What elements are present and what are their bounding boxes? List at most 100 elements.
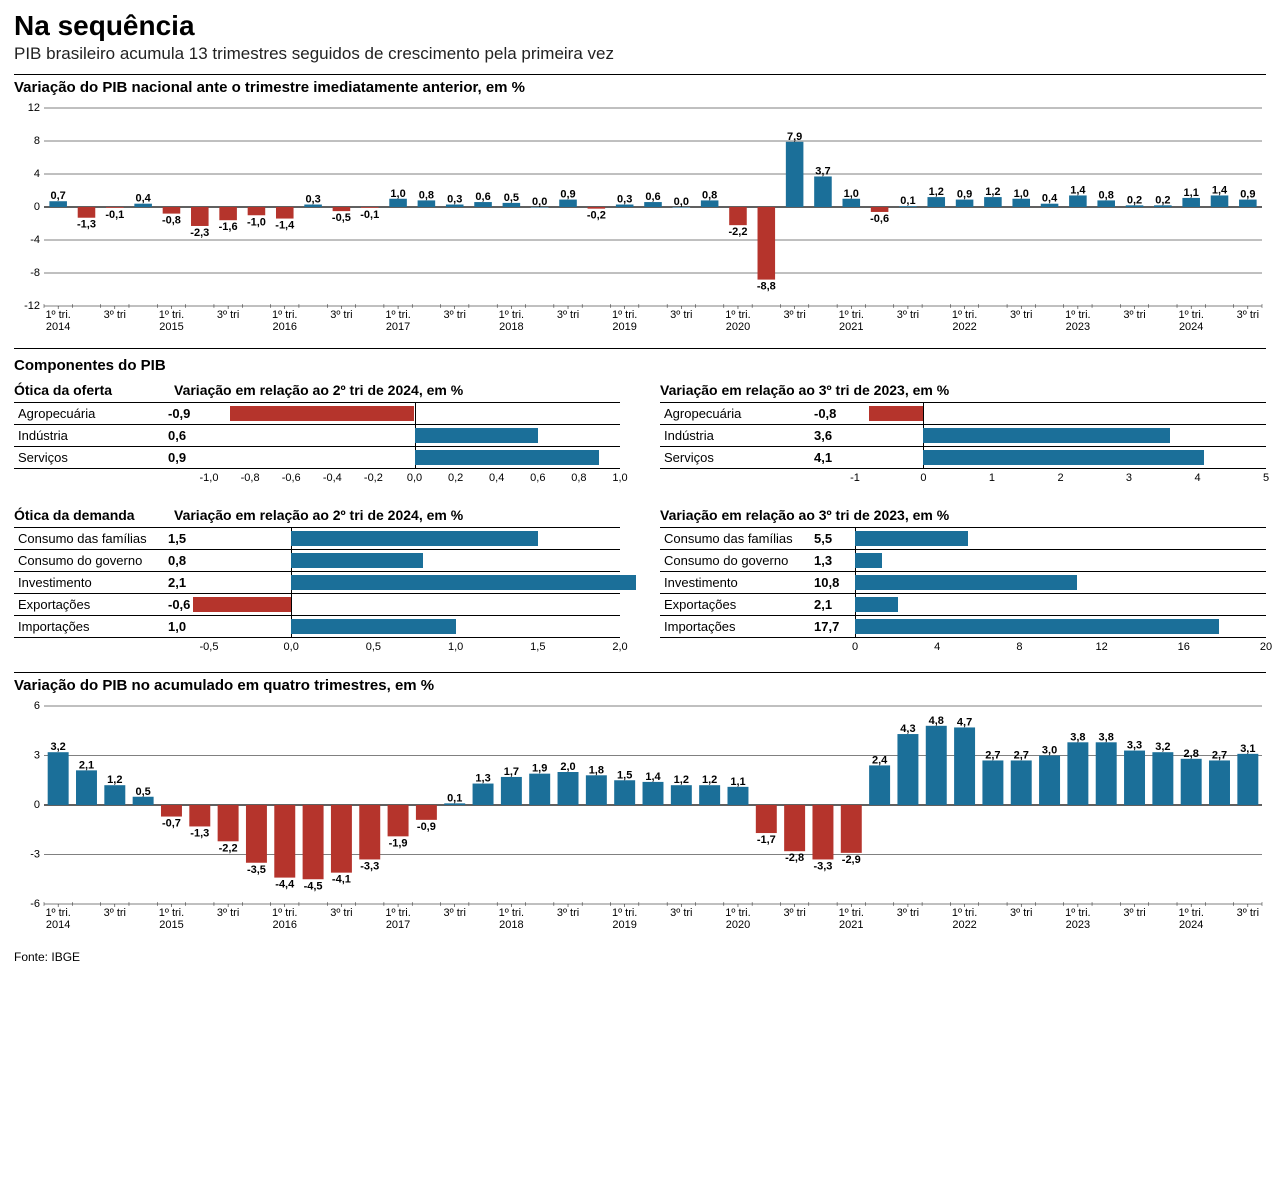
svg-text:2016: 2016 xyxy=(273,321,297,333)
hb-row-label: Exportações xyxy=(660,594,810,616)
supply-label: Ótica da oferta xyxy=(14,382,164,398)
svg-text:2022: 2022 xyxy=(952,919,976,931)
supply-qoq-title: Variação em relação ao 2º tri de 2024, e… xyxy=(174,382,620,398)
svg-text:1,4: 1,4 xyxy=(1070,184,1086,196)
svg-text:6: 6 xyxy=(34,700,40,712)
svg-text:1º tri.: 1º tri. xyxy=(1178,907,1203,919)
svg-text:3º tri: 3º tri xyxy=(1237,309,1259,321)
svg-text:1º tri.: 1º tri. xyxy=(612,309,637,321)
svg-text:1º tri.: 1º tri. xyxy=(839,907,864,919)
svg-text:2020: 2020 xyxy=(726,919,750,931)
svg-text:3,3: 3,3 xyxy=(1127,740,1142,752)
svg-text:3º tri: 3º tri xyxy=(1123,309,1145,321)
hb-row-label: Serviços xyxy=(14,447,164,469)
svg-text:-0,9: -0,9 xyxy=(417,821,436,833)
svg-text:0,0: 0,0 xyxy=(674,196,689,208)
svg-text:-0,8: -0,8 xyxy=(162,215,181,227)
svg-text:0,7: 0,7 xyxy=(51,190,66,202)
hb-row-label: Investimento xyxy=(14,572,164,594)
svg-text:3,0: 3,0 xyxy=(1042,745,1057,757)
supply-yoy-title: Variação em relação ao 3º tri de 2023, e… xyxy=(660,382,1266,398)
svg-text:1º tri.: 1º tri. xyxy=(499,309,524,321)
svg-text:2015: 2015 xyxy=(159,321,183,333)
hb-row-value: -0,8 xyxy=(810,403,855,425)
svg-text:4,8: 4,8 xyxy=(929,715,944,727)
demand-qoq-title: Variação em relação ao 2º tri de 2024, e… xyxy=(174,507,620,523)
svg-text:0,1: 0,1 xyxy=(900,195,915,207)
svg-text:0,8: 0,8 xyxy=(702,189,717,201)
svg-text:0,8: 0,8 xyxy=(1099,189,1114,201)
svg-text:-8: -8 xyxy=(30,267,40,279)
hb-row-value: 1,3 xyxy=(810,550,855,572)
svg-text:3º tri: 3º tri xyxy=(217,309,239,321)
svg-text:2016: 2016 xyxy=(273,919,297,931)
svg-text:0,3: 0,3 xyxy=(305,194,320,206)
hb-row-value: -0,9 xyxy=(164,403,209,425)
svg-text:-0,2: -0,2 xyxy=(587,210,606,222)
hb-row-label: Agropecuária xyxy=(660,403,810,425)
svg-text:3º tri: 3º tri xyxy=(557,907,579,919)
svg-text:1,9: 1,9 xyxy=(532,763,547,775)
hb-row-label: Serviços xyxy=(660,447,810,469)
hb-row-value: 1,5 xyxy=(164,528,209,550)
demand-label: Ótica da demanda xyxy=(14,507,164,523)
svg-text:1,2: 1,2 xyxy=(674,774,689,786)
svg-text:0,4: 0,4 xyxy=(135,193,151,205)
hb-row-value: 4,1 xyxy=(810,447,855,469)
svg-text:3º tri: 3º tri xyxy=(670,907,692,919)
svg-text:-0,1: -0,1 xyxy=(360,209,379,221)
svg-text:2018: 2018 xyxy=(499,919,523,931)
svg-text:3,2: 3,2 xyxy=(1155,741,1170,753)
svg-text:-1,0: -1,0 xyxy=(247,216,266,228)
svg-text:3º tri: 3º tri xyxy=(104,907,126,919)
demand-yoy-chart: Consumo das famílias 5,5 Consumo do gove… xyxy=(660,527,1266,660)
svg-text:3º tri: 3º tri xyxy=(217,907,239,919)
page-subhead: PIB brasileiro acumula 13 trimestres seg… xyxy=(14,44,1266,64)
svg-text:-3: -3 xyxy=(30,849,40,861)
svg-text:1,0: 1,0 xyxy=(390,188,405,200)
svg-text:-2,9: -2,9 xyxy=(842,854,861,866)
svg-text:2,7: 2,7 xyxy=(985,749,1000,761)
svg-text:-6: -6 xyxy=(30,898,40,910)
svg-text:0,9: 0,9 xyxy=(560,189,575,201)
svg-text:3º tri: 3º tri xyxy=(897,907,919,919)
svg-text:2017: 2017 xyxy=(386,321,410,333)
svg-text:2014: 2014 xyxy=(46,321,70,333)
hb-row-label: Consumo das famílias xyxy=(14,528,164,550)
hb-table: Consumo das famílias 5,5 Consumo do gove… xyxy=(660,527,1266,638)
chart-bottom: -6-30363,22,11,20,5-0,7-1,3-2,2-3,5-4,4-… xyxy=(14,700,1266,940)
svg-text:3º tri: 3º tri xyxy=(444,309,466,321)
svg-text:1º tri.: 1º tri. xyxy=(499,907,524,919)
svg-text:1º tri.: 1º tri. xyxy=(1065,309,1090,321)
svg-text:3,1: 3,1 xyxy=(1240,743,1255,755)
hb-row-value: 0,8 xyxy=(164,550,209,572)
svg-text:1º tri.: 1º tri. xyxy=(159,907,184,919)
hb-row-label: Importações xyxy=(660,616,810,638)
svg-text:1,8: 1,8 xyxy=(589,764,604,776)
hb-row-label: Importações xyxy=(14,616,164,638)
svg-text:3º tri: 3º tri xyxy=(330,907,352,919)
svg-text:1,0: 1,0 xyxy=(844,188,859,200)
svg-text:-0,6: -0,6 xyxy=(870,213,889,225)
svg-text:-4: -4 xyxy=(30,234,40,246)
svg-text:3º tri: 3º tri xyxy=(104,309,126,321)
svg-text:2015: 2015 xyxy=(159,919,183,931)
svg-text:3º tri: 3º tri xyxy=(444,907,466,919)
svg-text:-12: -12 xyxy=(24,300,40,312)
svg-text:3º tri: 3º tri xyxy=(330,309,352,321)
svg-text:4: 4 xyxy=(34,168,40,180)
svg-text:2022: 2022 xyxy=(952,321,976,333)
supply-qoq-chart: Agropecuária -0,9 Indústria 0,6 Serviços… xyxy=(14,402,620,491)
svg-text:3º tri: 3º tri xyxy=(557,309,579,321)
hb-table: Agropecuária -0,9 Indústria 0,6 Serviços… xyxy=(14,402,620,469)
svg-text:2021: 2021 xyxy=(839,321,863,333)
hb-row-value: 3,6 xyxy=(810,425,855,447)
divider xyxy=(14,672,1266,673)
chart-top-title: Variação do PIB nacional ante o trimestr… xyxy=(14,79,1266,96)
hb-row-value: 0,6 xyxy=(164,425,209,447)
svg-text:1,4: 1,4 xyxy=(645,771,661,783)
svg-text:1,2: 1,2 xyxy=(929,186,944,198)
svg-text:2,8: 2,8 xyxy=(1184,748,1199,760)
svg-text:-3,5: -3,5 xyxy=(247,864,266,876)
svg-text:2,7: 2,7 xyxy=(1014,749,1029,761)
